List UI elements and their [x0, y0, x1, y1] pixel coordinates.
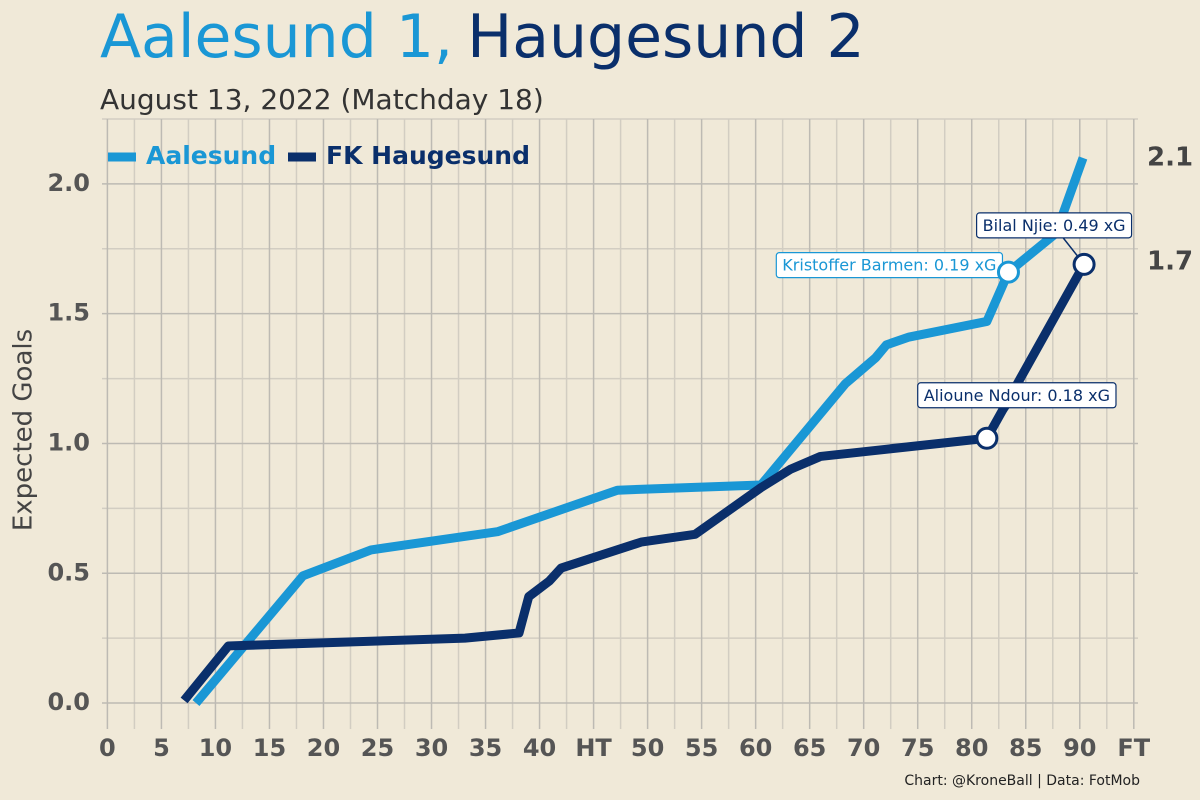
caption: Chart: @KroneBall | Data: FotMob — [904, 773, 1140, 789]
y-tick-label: 0.0 — [47, 688, 90, 716]
y-tick-label: 1.0 — [47, 428, 90, 456]
y-tick-label: 1.5 — [47, 299, 90, 327]
annotation-box — [917, 382, 1117, 409]
annotation: Bilal Njie: 0.49 xG — [976, 212, 1133, 265]
chart-title: Aalesund 1, Haugesund 2 — [100, 2, 865, 72]
x-tick-label: 55 — [685, 734, 718, 762]
annotation-marker — [996, 260, 1020, 284]
x-tick-label: 25 — [361, 734, 394, 762]
x-tick-label: 0 — [99, 734, 116, 762]
x-tick-label: 70 — [847, 734, 880, 762]
y-tick-label: 2.0 — [47, 169, 90, 197]
title-away: Haugesund 2 — [467, 2, 865, 72]
annotation-label: Alioune Ndour: 0.18 xG — [924, 386, 1110, 405]
title-home: Aalesund 1, — [100, 2, 453, 72]
legend-label: Aalesund — [146, 141, 276, 170]
annotation-label: Bilal Njie: 0.49 xG — [983, 216, 1126, 235]
annotation-label: Kristoffer Barmen: 0.19 xG — [782, 256, 996, 275]
x-tick-label: 75 — [901, 734, 934, 762]
end-label: 1.7 — [1147, 246, 1193, 276]
end-label: 2.1 — [1147, 142, 1193, 172]
x-tick-label: 60 — [739, 734, 772, 762]
x-tick-label: 80 — [955, 734, 988, 762]
x-tick-label: HT — [575, 734, 612, 762]
x-tick-label: 30 — [415, 734, 448, 762]
y-axis-label: Expected Goals — [9, 329, 39, 531]
x-tick-label: 65 — [793, 734, 826, 762]
annotation-marker — [1072, 252, 1096, 276]
x-tick-label: 10 — [199, 734, 232, 762]
x-tick-label: FT — [1117, 734, 1150, 762]
y-tick-label: 0.5 — [47, 558, 90, 586]
annotation-marker — [975, 426, 999, 450]
x-tick-label: 40 — [523, 734, 556, 762]
annotation-box — [976, 212, 1133, 239]
x-tick-label: 15 — [253, 734, 286, 762]
x-tick-label: 20 — [307, 734, 340, 762]
x-tick-label: 35 — [469, 734, 502, 762]
series-line — [192, 156, 1088, 706]
x-tick-label: 90 — [1063, 734, 1096, 762]
annotation: Kristoffer Barmen: 0.19 xG — [775, 252, 1009, 279]
series-line — [180, 262, 1089, 704]
subtitle: August 13, 2022 (Matchday 18) — [100, 83, 544, 116]
x-tick-label: 85 — [1009, 734, 1042, 762]
x-tick-label: 50 — [631, 734, 664, 762]
x-tick-label: 5 — [153, 734, 170, 762]
legend-label: FK Haugesund — [326, 141, 530, 170]
